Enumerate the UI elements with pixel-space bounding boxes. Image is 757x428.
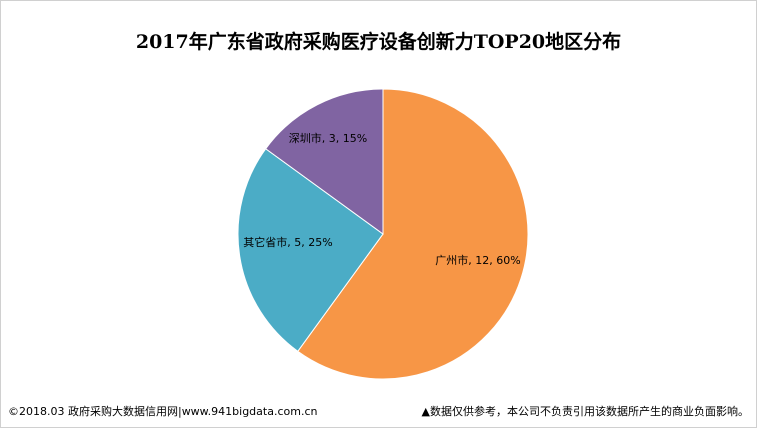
slice-label-shenzhen: 深圳市, 3, 15% bbox=[289, 131, 367, 145]
disclaimer-footnote: ▲数据仅供参考，本公司不负责引用该数据所产生的商业负面影响。 bbox=[421, 405, 749, 418]
slice-other-provinces bbox=[237, 148, 384, 353]
pie-slices bbox=[237, 88, 529, 380]
chart-title: 2017年广东省政府采购医疗设备创新力TOP20地区分布 bbox=[135, 31, 622, 53]
slice-shenzhen bbox=[264, 88, 384, 235]
slice-label-guangzhou: 广州市, 12, 60% bbox=[435, 253, 520, 267]
source-footnote: ©2018.03 政府采购大数据信用网|www.941bigdata.com.c… bbox=[8, 405, 318, 418]
slice-guangzhou bbox=[297, 88, 529, 380]
slice-label-other-provinces: 其它省市, 5, 25% bbox=[243, 235, 332, 249]
pie-labels: 广州市, 12, 60% 其它省市, 5, 25% 深圳市, 3, 15% bbox=[243, 131, 520, 267]
